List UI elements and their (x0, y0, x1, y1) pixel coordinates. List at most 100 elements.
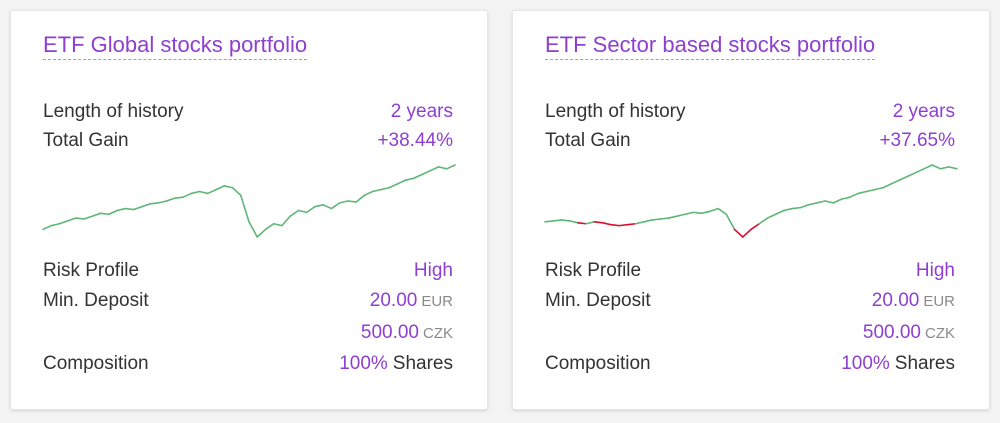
chart-segment (939, 166, 950, 170)
chart-segment (380, 186, 390, 191)
chart-segment (882, 183, 892, 189)
chart-segment (651, 218, 662, 221)
chart-segment (700, 210, 711, 215)
composition-asset-type: Shares (392, 353, 453, 374)
deposit-eur-currency: EUR (923, 293, 955, 310)
chart-segment (347, 200, 357, 203)
chart-segment (231, 186, 242, 197)
chart-segment (99, 212, 110, 216)
performance-chart (42, 164, 456, 238)
chart-segment (157, 200, 168, 204)
risk-value: High (915, 260, 955, 281)
chart-segment (865, 188, 876, 193)
gain-value: +37.65% (879, 130, 955, 151)
portfolio-title-link[interactable]: ETF Sector based stocks portfolio (545, 31, 876, 60)
portfolio-card-global[interactable]: ETF Global stocks portfolio Length of hi… (10, 10, 488, 410)
chart-segment (634, 221, 645, 225)
chart-segment (593, 221, 604, 224)
chart-segment (610, 223, 620, 227)
chart-segment (272, 222, 283, 227)
chart-segment (824, 200, 835, 204)
chart-segment (207, 188, 217, 195)
chart-segment (643, 219, 653, 223)
chart-segment (750, 222, 761, 231)
composition-label: Composition (43, 353, 149, 374)
chart-segment (248, 221, 259, 238)
chart-segment (50, 222, 61, 227)
deposit-czk: 500.00 CZK (863, 322, 955, 344)
chart-segment (124, 207, 135, 211)
gain-row: Total Gain +38.44% (43, 128, 453, 154)
chart-segment (783, 207, 793, 212)
chart-segment (165, 197, 176, 202)
chart-segment (132, 205, 143, 211)
risk-label: Risk Profile (545, 260, 642, 281)
chart-segment (83, 215, 94, 220)
chart-segment (840, 196, 851, 200)
history-label: Length of history (545, 101, 686, 122)
chart-segment (832, 198, 843, 204)
chart-segment (791, 206, 802, 210)
chart-segment (733, 228, 744, 238)
chart-segment (141, 203, 151, 208)
chart-segment (816, 200, 826, 204)
chart-segment (758, 217, 769, 225)
chart-segment (560, 219, 571, 222)
chart-segment (264, 222, 275, 231)
chart-segment (371, 188, 382, 193)
deposit-row-czk: 500.00 CZK (43, 320, 453, 346)
chart-segment (42, 224, 53, 231)
deposit-eur-amount: 20.00 (871, 290, 920, 311)
deposit-eur-amount: 20.00 (369, 290, 418, 311)
deposit-czk-currency: CZK (925, 325, 955, 342)
deposit-czk-amount: 500.00 (360, 322, 419, 343)
composition-value: 100% Shares (841, 353, 955, 375)
chart-segment (404, 177, 415, 181)
deposit-row: Min. Deposit 20.00 EUR (545, 288, 955, 314)
history-value: 2 years (390, 101, 453, 122)
chart-segment (421, 169, 432, 176)
deposit-label: Min. Deposit (43, 290, 149, 311)
chart-segment (322, 203, 333, 210)
deposit-label: Min. Deposit (545, 290, 651, 311)
chart-segment (289, 209, 300, 217)
chart-segment (58, 220, 69, 225)
chart-segment (849, 192, 859, 199)
chart-segment (585, 221, 596, 225)
chart-segment (807, 202, 818, 206)
chart-segment (314, 203, 324, 208)
chart-segment (552, 219, 563, 222)
chart-segment (108, 209, 118, 216)
chart-segment (256, 228, 267, 238)
chart-segment (626, 222, 637, 226)
chart-segment (239, 194, 250, 223)
gain-row: Total Gain +37.65% (545, 128, 955, 154)
performance-chart (544, 164, 958, 238)
chart-segment (577, 221, 588, 225)
deposit-row-czk: 500.00 CZK (545, 320, 955, 346)
history-row: Length of history 2 years (545, 99, 955, 125)
deposit-czk-amount: 500.00 (862, 322, 921, 343)
chart-segment (223, 185, 234, 189)
portfolio-title-link[interactable]: ETF Global stocks portfolio (43, 31, 308, 60)
chart-segment (692, 211, 703, 215)
chart-segment (873, 186, 884, 191)
chart-segment (116, 207, 127, 212)
chart-segment (799, 203, 810, 209)
chart-segment (396, 179, 407, 185)
chart-segment (601, 221, 612, 226)
chart-segment (906, 171, 917, 178)
chart-segment (890, 179, 901, 185)
chart-segment (766, 213, 777, 219)
portfolio-card-sector[interactable]: ETF Sector based stocks portfolio Length… (512, 10, 990, 410)
chart-segment (215, 185, 226, 191)
chart-segment (667, 215, 678, 219)
chart-segment (445, 164, 456, 170)
chart-segment (774, 209, 785, 216)
composition-label: Composition (545, 353, 651, 374)
gain-label: Total Gain (545, 130, 631, 151)
composition-value: 100% Shares (339, 353, 453, 375)
chart-segment (412, 173, 423, 180)
chart-segment (305, 205, 316, 214)
chart-segment (741, 228, 752, 238)
